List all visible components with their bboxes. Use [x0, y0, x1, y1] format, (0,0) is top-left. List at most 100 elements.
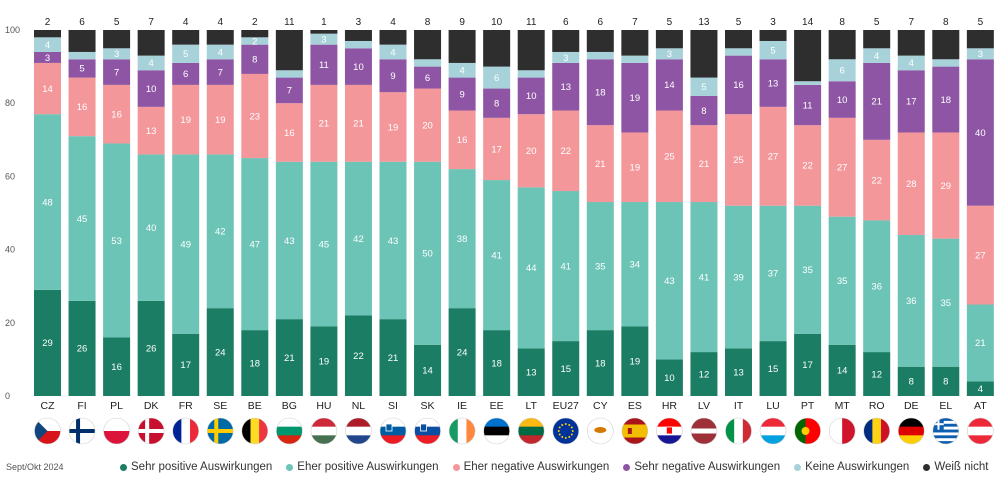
bar-segment	[863, 220, 891, 353]
bar-segment	[828, 344, 856, 396]
bar-value-label: 26	[77, 344, 88, 355]
bar-segment	[794, 30, 822, 82]
bar-value-label: 18	[250, 358, 261, 369]
bar-value-label: 40	[146, 223, 157, 234]
bar-value-label: 19	[630, 357, 641, 368]
bar-segment	[621, 55, 649, 63]
bar-segment	[310, 84, 338, 162]
bar-segment	[552, 62, 580, 111]
bar-value-label: 13	[146, 126, 157, 137]
bar-value-label: 19	[630, 163, 641, 174]
bar-segment	[897, 55, 925, 71]
bar-value-label: 35	[595, 261, 606, 272]
bar-segment	[897, 132, 925, 235]
legend-dot-icon	[923, 463, 931, 471]
bar-value-label: 11	[319, 60, 329, 71]
bar-value-label: 21	[284, 353, 295, 364]
bar-segment	[172, 44, 200, 63]
bar-value-label: 10	[526, 91, 537, 102]
bar-value-label: 3	[45, 53, 50, 64]
bar-segment	[34, 114, 61, 290]
bar-value-label: 25	[664, 152, 675, 163]
bar-value-label: 4	[217, 17, 223, 28]
bar-value-label: 9	[459, 17, 465, 28]
bar-value-label: 22	[871, 175, 882, 186]
bar-segment	[241, 330, 269, 396]
bar-segment	[690, 30, 718, 78]
bar-segment	[966, 30, 994, 49]
bar-value-label: 45	[77, 214, 88, 225]
bar-value-label: 1	[321, 17, 327, 28]
bar-segment	[517, 187, 545, 349]
category-label: BE	[248, 400, 262, 412]
bar-segment	[34, 51, 61, 63]
bar-segment	[655, 48, 683, 60]
bar-value-label: 8	[425, 17, 431, 28]
bar-segment	[137, 55, 165, 71]
bar-segment	[68, 136, 96, 301]
bar-value-label: 41	[491, 250, 502, 261]
category-labels-group: CZ FI PL DK FR SE BE BG HU NL SI SK IE EE LT EU27 CY ES HR…	[41, 400, 988, 412]
y-axis: 0 20 40 60 80 100	[5, 25, 20, 401]
bar-value-label: 24	[215, 347, 226, 358]
category-label: EU27	[553, 400, 579, 412]
bar-value-label: 18	[595, 88, 606, 99]
bar-value-label: 7	[287, 86, 292, 97]
bar-value-label: 8	[252, 55, 257, 66]
flag-mt-icon	[828, 417, 856, 445]
category-label: SK	[421, 400, 435, 412]
category-label: LT	[525, 400, 537, 412]
bar-segment	[275, 70, 303, 78]
category-label: EE	[490, 400, 504, 412]
bar-segment	[344, 161, 372, 316]
bar-value-label: 36	[871, 282, 882, 293]
bar-value-label: 4	[909, 58, 914, 69]
bar-segment	[448, 169, 476, 309]
bar-segment	[206, 308, 234, 396]
y-tick-label: 20	[5, 318, 15, 328]
bar-value-label: 42	[215, 227, 226, 238]
bar-value-label: 18	[595, 358, 606, 369]
bar-segment	[137, 154, 165, 301]
category-label: RO	[869, 400, 885, 412]
bar-segment	[344, 40, 372, 49]
legend: Sehr positive Auswirkungen Eher positive …	[120, 461, 988, 473]
legend-dot-icon	[286, 463, 294, 471]
bar-value-label: 18	[491, 358, 502, 369]
bar-segment	[34, 30, 61, 38]
bar-segment	[241, 37, 269, 45]
bar-segment	[863, 139, 891, 221]
bar-segment	[241, 30, 269, 38]
bar-segment	[759, 106, 787, 206]
bar-value-label: 10	[146, 84, 157, 95]
flag-cy-icon	[586, 417, 614, 445]
category-label: FI	[77, 400, 86, 412]
bar-value-label: 26	[146, 344, 157, 355]
bar-segment	[966, 381, 994, 396]
bar-value-label: 24	[457, 347, 468, 358]
legend-label: Eher positive Auswirkungen	[297, 461, 439, 473]
bar-segment	[690, 352, 718, 396]
flag-hr-icon	[656, 417, 683, 445]
bar-segment	[759, 205, 787, 342]
flag-lt-icon	[517, 417, 545, 445]
bar-segment	[172, 30, 200, 45]
bar-value-label: 19	[630, 93, 641, 104]
bar-segment	[103, 84, 131, 144]
bar-value-label: 16	[733, 80, 744, 91]
legend-dot-icon	[452, 463, 460, 471]
bar-segment	[897, 30, 925, 56]
legend-label: Weiß nicht	[934, 461, 989, 473]
category-label: AT	[974, 400, 987, 412]
bar-value-label: 2	[252, 36, 257, 47]
bar-segment	[137, 70, 165, 107]
bar-value-label: 4	[390, 47, 395, 58]
bar-value-label: 45	[319, 239, 330, 250]
bar-segment	[310, 33, 338, 45]
bar-value-label: 43	[664, 276, 675, 287]
flag-fi-icon	[68, 417, 96, 445]
bar-segment	[552, 51, 580, 63]
bar-value-label: 4	[149, 58, 154, 69]
flag-pl-icon	[103, 417, 130, 445]
